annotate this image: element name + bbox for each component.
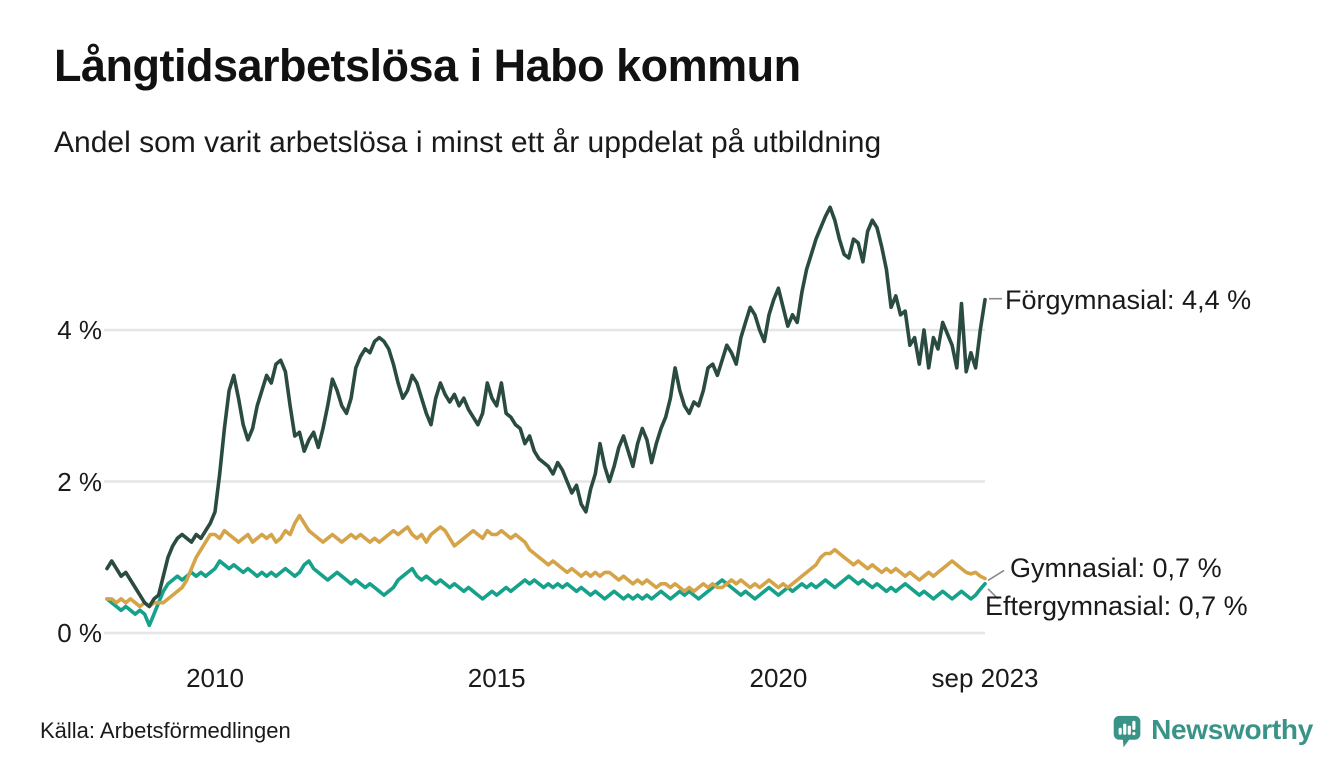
- page-subtitle: Andel som varit arbetslösa i minst ett å…: [54, 126, 882, 159]
- line-förgymnasial: [105, 205, 987, 609]
- newsworthy-logo[interactable]: Newsworthy: [1113, 708, 1313, 758]
- series-label-gymnasial: Gymnasial: 0,7 %: [1010, 553, 1222, 584]
- x-axis-label-sep-2023: sep 2023: [931, 663, 1039, 693]
- newsworthy-bubble-chart-icon: [1113, 715, 1141, 748]
- label-connector-eftergymnasial: [987, 588, 999, 600]
- source-attribution: Källa: Arbetsförmedlingen: [40, 718, 291, 743]
- x-axis-label-2015: 2015: [467, 663, 526, 693]
- x-axis-label-2020: 2020: [749, 663, 808, 693]
- series-label-eftergymnasial: Eftergymnasial: 0,7 %: [985, 590, 1248, 621]
- series-label-forgymnasial: Förgymnasial: 4,4 %: [1005, 284, 1252, 315]
- newsworthy-wordmark: Newsworthy: [1151, 714, 1313, 745]
- y-axis-label-2: 2 %: [57, 466, 102, 497]
- x-axis-label-2010: 2010: [186, 663, 244, 693]
- y-axis-label-4: 4 %: [57, 315, 102, 345]
- page-title: Långtidsarbetslösa i Habo kommun: [54, 40, 801, 91]
- label-connector-gymnasial: [987, 569, 1005, 582]
- y-axis-label-0: 0 %: [57, 618, 102, 648]
- line-gymnasial: [105, 513, 987, 609]
- line-eftergymnasial: [105, 559, 987, 628]
